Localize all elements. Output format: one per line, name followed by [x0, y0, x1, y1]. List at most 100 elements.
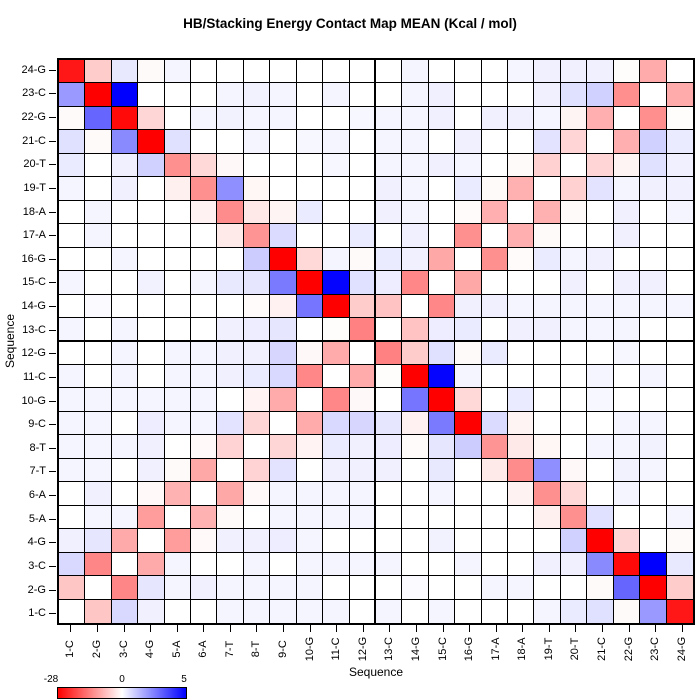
heatmap-cell — [666, 271, 693, 295]
heatmap-cell — [349, 106, 376, 131]
heatmap-cell — [191, 576, 218, 600]
heatmap-cell — [349, 435, 376, 459]
y-tick-mark — [49, 565, 56, 567]
heatmap-cell — [587, 200, 614, 225]
x-tick-label: 7-T — [223, 640, 236, 658]
heatmap-cell — [138, 200, 165, 225]
heatmap-cell — [191, 177, 218, 201]
heatmap-cell — [217, 106, 244, 131]
heatmap-cell — [217, 341, 244, 365]
heatmap-cell — [428, 529, 456, 553]
heatmap-cell — [666, 505, 693, 530]
heatmap-cell — [640, 177, 667, 201]
heatmap-cell — [481, 576, 509, 600]
y-tick-label: 12-G — [21, 347, 46, 360]
heatmap-cell — [270, 529, 297, 553]
x-tick-mark — [415, 625, 417, 632]
heatmap-cell — [428, 177, 456, 201]
heatmap-cell — [560, 224, 588, 248]
heatmap-cell — [191, 271, 218, 295]
heatmap-cell — [534, 552, 561, 577]
heatmap-cell — [375, 552, 403, 577]
heatmap-cell — [323, 552, 350, 577]
heatmap-cell — [85, 60, 112, 84]
heatmap-cell — [85, 177, 112, 201]
x-tick-mark — [628, 625, 630, 632]
heatmap-cell — [217, 177, 244, 201]
heatmap-cell — [323, 364, 350, 389]
x-tick-mark — [229, 625, 231, 632]
heatmap-cell — [455, 411, 482, 436]
heatmap-cell — [560, 529, 588, 553]
heatmap-cell — [534, 294, 561, 319]
heatmap-cell — [640, 505, 667, 530]
heatmap-cell — [375, 271, 403, 295]
y-tick-mark — [49, 258, 56, 260]
heatmap-cell — [402, 200, 429, 225]
x-tick-mark — [150, 625, 151, 632]
heatmap-cell — [217, 130, 244, 154]
heatmap-cell — [191, 130, 218, 154]
heatmap-cell — [455, 294, 482, 319]
y-tick-label: 21-C — [22, 134, 46, 147]
heatmap-cell — [455, 505, 482, 530]
heatmap-cell — [402, 294, 429, 319]
heatmap-cell — [640, 552, 667, 577]
heatmap-cell — [59, 177, 86, 201]
x-tick-mark — [336, 625, 338, 632]
heatmap-cell — [402, 458, 429, 483]
heatmap-cell — [534, 271, 561, 295]
heatmap-cell — [191, 341, 218, 365]
heatmap-cell — [666, 153, 693, 178]
heatmap-cell — [349, 177, 376, 201]
heatmap-cell — [375, 106, 403, 131]
y-tick-label: 17-A — [22, 229, 46, 242]
heatmap-cell — [59, 60, 86, 84]
heatmap-cell — [296, 388, 324, 412]
heatmap-cell — [534, 482, 561, 506]
heatmap-cell — [402, 106, 429, 131]
heatmap-cell — [613, 60, 641, 84]
heatmap-cell — [270, 388, 297, 412]
heatmap-cell — [349, 130, 376, 154]
y-tick-label: 20-T — [23, 158, 46, 171]
heatmap-cell — [138, 482, 165, 506]
heatmap-cell — [217, 576, 244, 600]
heatmap-cell — [613, 435, 641, 459]
heatmap-cell — [587, 130, 614, 154]
heatmap-cell — [560, 458, 588, 483]
heatmap-cell — [481, 106, 509, 131]
heatmap-cell — [587, 505, 614, 530]
heatmap-cell — [270, 106, 297, 131]
heatmap-cell — [666, 388, 693, 412]
heatmap-cell — [296, 247, 324, 272]
heatmap-cell — [587, 482, 614, 506]
heatmap-cell — [375, 411, 403, 436]
heatmap-cell — [111, 388, 139, 412]
heatmap-cell — [481, 60, 509, 84]
heatmap-cell — [191, 106, 218, 131]
heatmap-cell — [191, 411, 218, 436]
heatmap-cell — [191, 247, 218, 272]
heatmap-cell — [402, 224, 429, 248]
heatmap-cell — [508, 482, 535, 506]
heatmap-cell — [587, 83, 614, 107]
heatmap-cell — [402, 435, 429, 459]
heatmap-cell — [508, 60, 535, 84]
heatmap-cell — [138, 130, 165, 154]
heatmap-cell — [270, 294, 297, 319]
heatmap-cell — [534, 364, 561, 389]
heatmap-cell — [560, 482, 588, 506]
heatmap-cell — [111, 247, 139, 272]
y-tick-mark — [49, 93, 56, 95]
heatmap-cell — [191, 200, 218, 225]
heatmap-cell — [534, 599, 561, 623]
heatmap-cell — [534, 388, 561, 412]
heatmap-cell — [243, 224, 271, 248]
heatmap-cell — [217, 482, 244, 506]
heatmap-cell — [111, 411, 139, 436]
heatmap-cell — [323, 130, 350, 154]
heatmap-cell — [455, 529, 482, 553]
y-tick-mark — [49, 542, 56, 544]
heatmap-cell — [243, 599, 271, 623]
